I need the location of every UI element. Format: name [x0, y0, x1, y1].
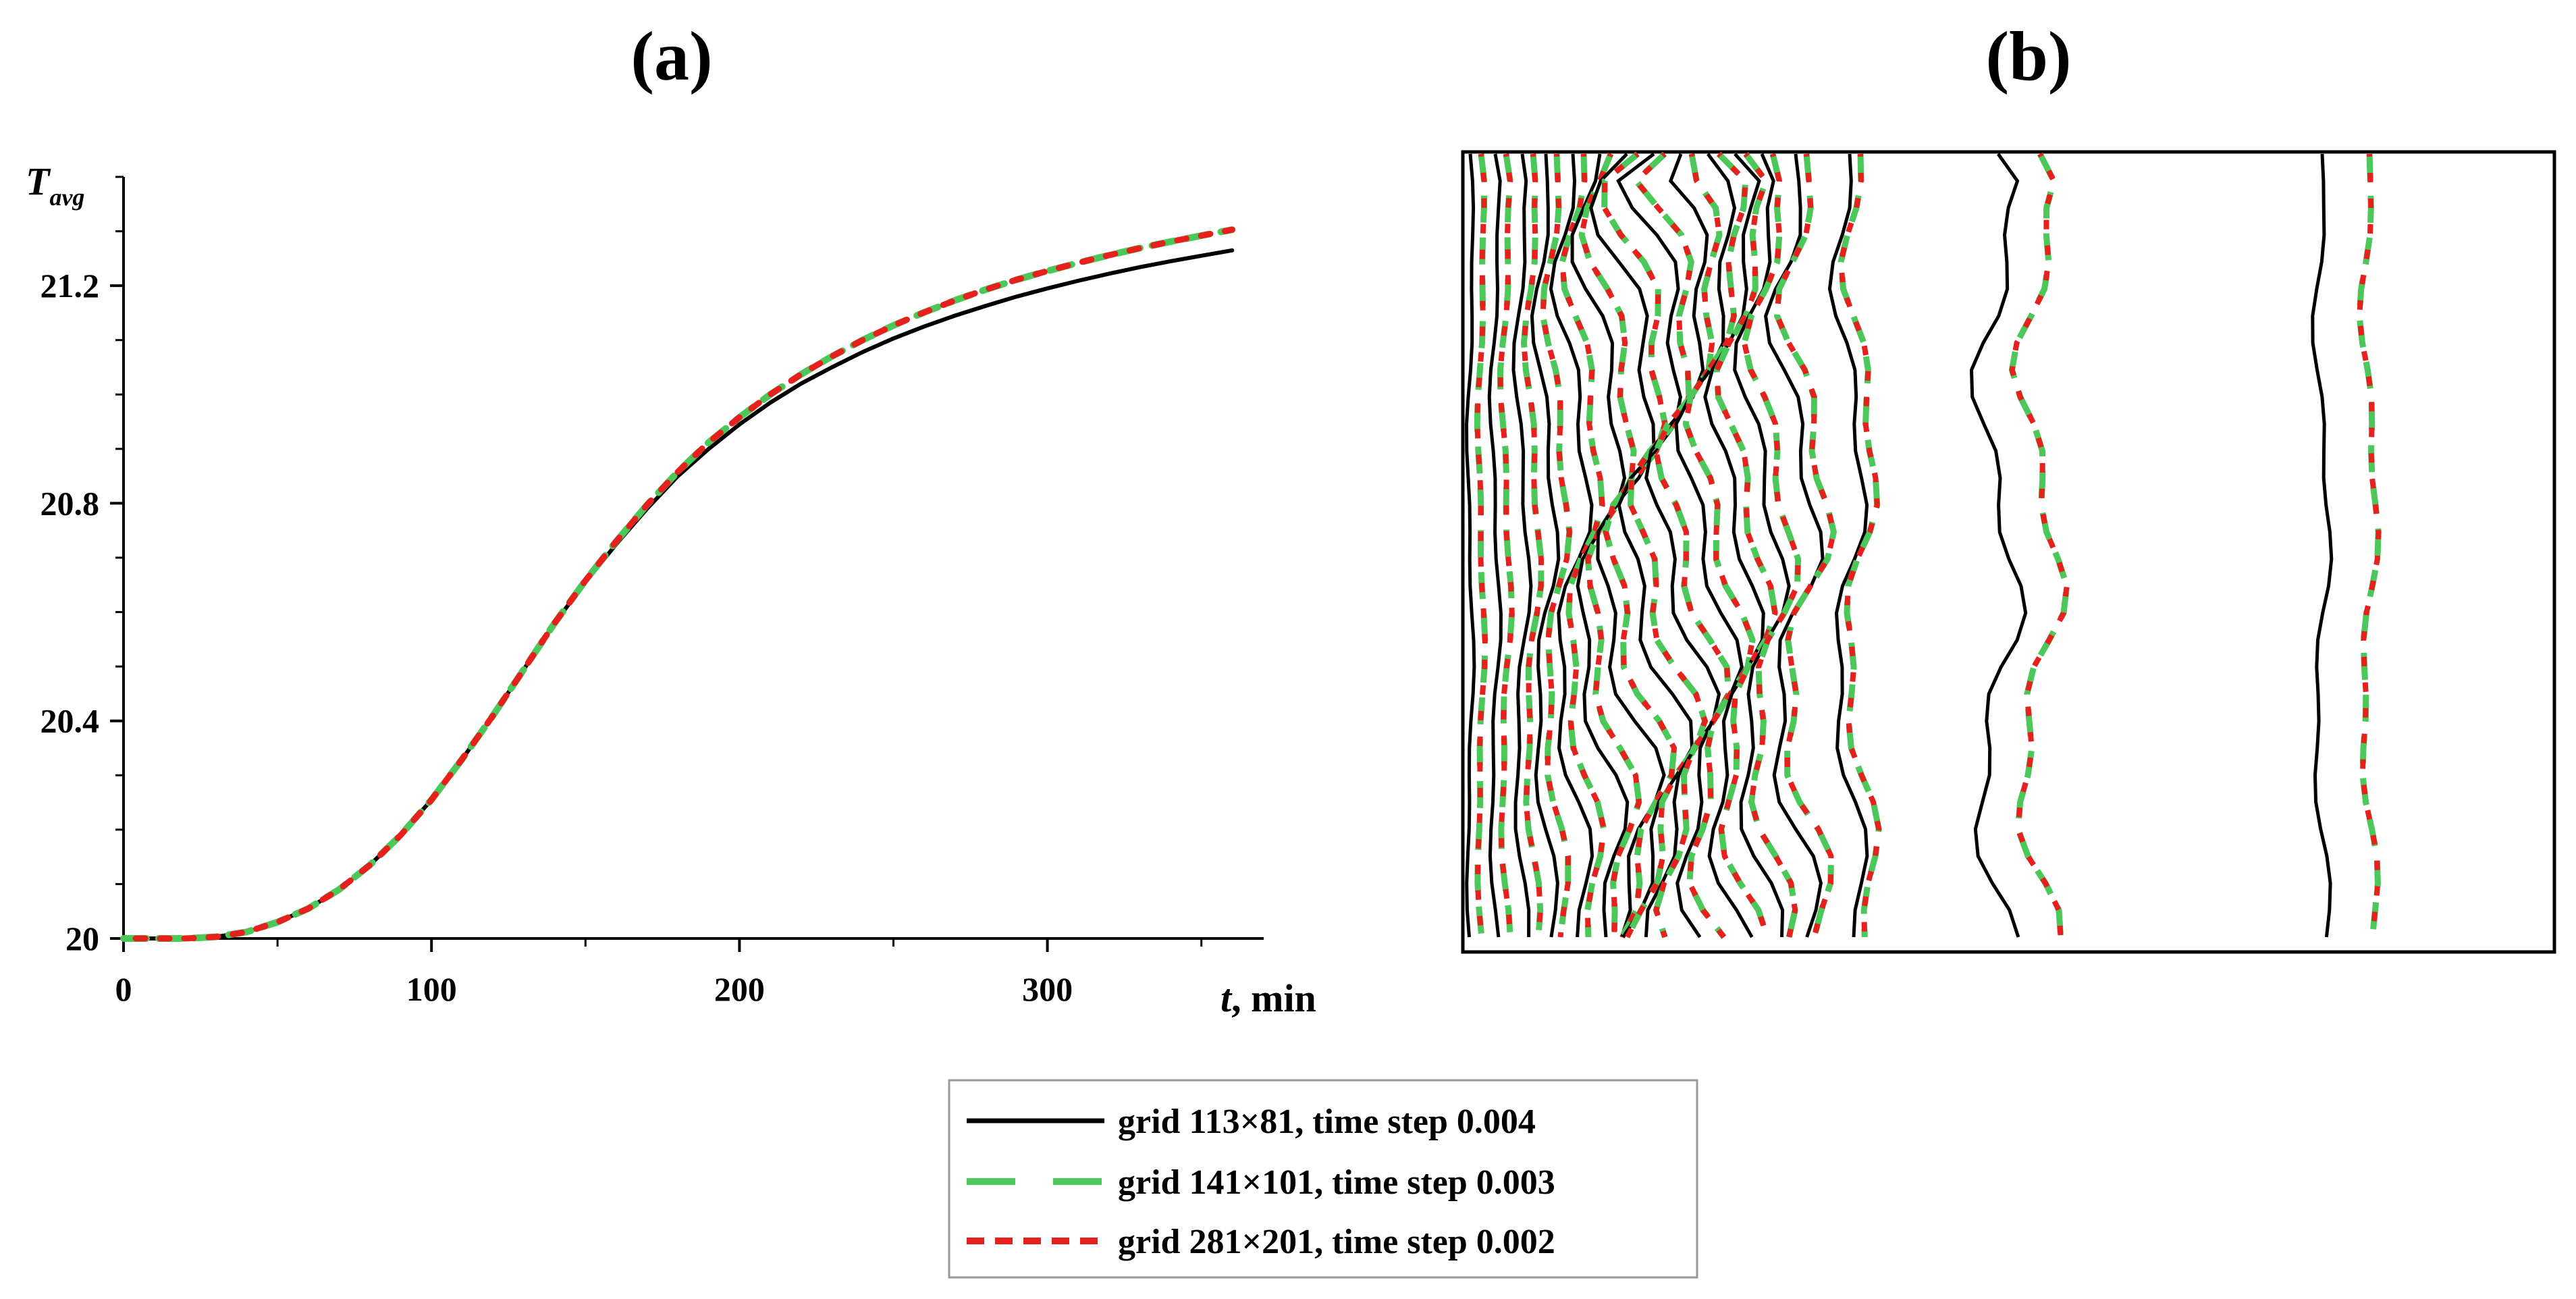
isotherm-solid — [1549, 153, 1594, 938]
chart-a: 0 100 200 300 20 20.4 20.8 21.2 Tavg t, min — [26, 159, 1316, 1020]
isotherm-solid — [1733, 153, 1791, 938]
x-tick-label: 0 — [115, 970, 132, 1008]
isotherm-long-dash — [1601, 151, 1678, 939]
legend-item: grid 281×201, time step 0.002 — [967, 1223, 1555, 1261]
isotherm-short-dash — [1601, 151, 1678, 938]
isotherm-solid — [2311, 153, 2334, 938]
x-axis-label-unit: , min — [1231, 976, 1316, 1020]
legend-label: grid 141×101, time step 0.003 — [1118, 1163, 1555, 1202]
chart-b — [1461, 150, 2556, 954]
isotherm-solid — [1464, 153, 1476, 938]
isotherm-long-dash — [1682, 151, 1756, 939]
series-line-solid — [122, 248, 1235, 940]
x-tick-label: 200 — [714, 970, 765, 1008]
isotherm-long-dash — [2356, 153, 2382, 938]
isotherm-long-dash — [2008, 152, 2070, 938]
y-tick-label: 21.2 — [41, 267, 100, 304]
isotherm-long-dash — [1653, 153, 1732, 938]
isotherm-short-dash — [1741, 153, 1801, 938]
x-axis-label: t, min — [1220, 976, 1316, 1020]
isotherm-short-dash — [1578, 153, 1642, 938]
isotherm-short-dash — [1774, 153, 1837, 938]
isotherm-solid — [1616, 153, 1694, 938]
axes — [122, 177, 1264, 940]
series-line-short-dash — [120, 226, 1235, 942]
panel-a-label: (a) — [630, 18, 712, 95]
isotherm-long-dash — [1559, 153, 1607, 938]
y-tick-label: 20.4 — [41, 702, 100, 740]
legend: grid 113×81, time step 0.004 grid 141×10… — [948, 1079, 1698, 1279]
legend-label: grid 281×201, time step 0.002 — [1118, 1223, 1555, 1261]
x-axis-label-var: t — [1220, 976, 1233, 1020]
isotherm-long-dash — [1624, 151, 1709, 939]
x-tick-label: 100 — [406, 970, 457, 1008]
isotherm-short-dash — [1624, 152, 1708, 938]
panel-b-label: (b) — [1985, 18, 2071, 95]
isotherm-long-dash — [1540, 153, 1573, 938]
isotherm-solid — [1487, 153, 1503, 938]
isotherm-short-dash — [1474, 153, 1488, 938]
isotherm-long-dash — [1741, 153, 1802, 938]
legend-item: grid 141×101, time step 0.003 — [967, 1163, 1555, 1202]
isotherm-short-dash — [1497, 153, 1515, 938]
isotherm-solid — [1644, 153, 1721, 938]
legend-label: grid 113×81, time step 0.004 — [1118, 1103, 1536, 1141]
ticks: 0 100 200 300 20 20.4 20.8 21.2 — [41, 176, 1203, 1008]
isotherm-solid — [1703, 153, 1765, 938]
contour-layer — [1464, 151, 2382, 939]
contour-frame — [1461, 150, 2556, 954]
y-axis-label-sub: avg — [49, 184, 84, 211]
isotherm-short-dash — [1521, 153, 1545, 938]
series-layer — [120, 226, 1236, 942]
y-tick-label: 20 — [65, 920, 99, 957]
y-axis-label-main: T — [26, 159, 51, 203]
y-axis-label: Tavg — [26, 159, 84, 211]
isotherm-short-dash — [1540, 153, 1572, 938]
isotherm-short-dash — [1559, 153, 1607, 938]
isotherm-long-dash — [1837, 153, 1882, 938]
isotherm-solid — [1827, 153, 1869, 938]
isotherm-solid — [1530, 153, 1561, 938]
legend-item: grid 113×81, time step 0.004 — [967, 1103, 1536, 1141]
isotherm-solid — [1511, 153, 1533, 938]
isotherm-short-dash — [2009, 153, 2070, 938]
y-tick-label: 20.8 — [41, 484, 100, 522]
isotherm-solid — [1969, 153, 2028, 938]
isotherm-short-dash — [1714, 152, 1778, 938]
x-tick-label: 300 — [1022, 970, 1073, 1008]
series-line-long-dash — [120, 226, 1236, 942]
isotherm-solid — [1674, 153, 1744, 938]
